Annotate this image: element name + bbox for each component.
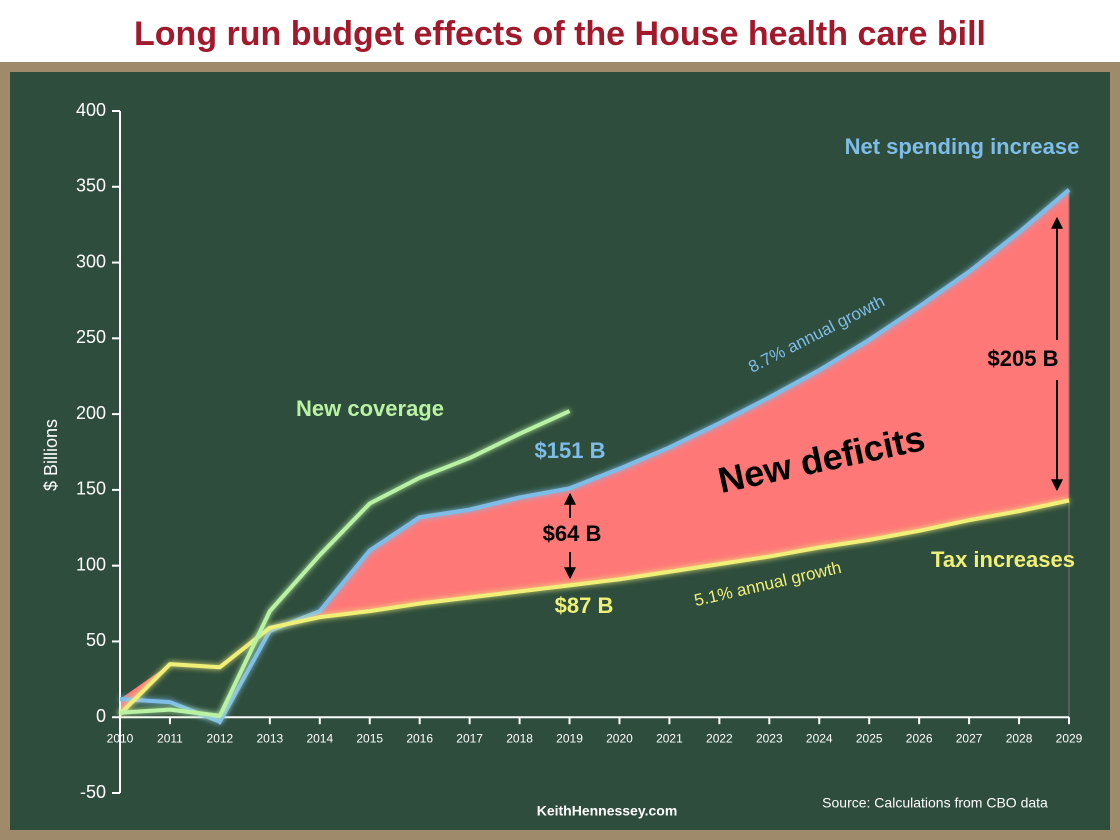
series-label: Net spending increase [845,134,1080,159]
x-tick-label: 2017 [456,731,483,745]
y-tick-label: 300 [76,251,106,271]
x-tick-label: 2022 [706,731,733,745]
credit: KeithHennessey.com [537,803,678,819]
x-tick-label: 2015 [356,731,383,745]
x-tick-label: 2021 [656,731,683,745]
y-tick-label: 400 [76,100,106,120]
x-tick-label: 2013 [256,731,283,745]
y-axis-label: $ Billions [41,419,61,491]
y-tick-label: 350 [76,176,106,196]
annotation: $64 B [543,521,602,546]
deficit-area [120,189,1069,715]
chart-title: Long run budget effects of the House hea… [134,15,986,53]
x-tick-label: 2014 [306,731,333,745]
x-tick-label: 2011 [157,731,183,745]
x-tick-label: 2024 [806,731,833,745]
source: Source: Calculations from CBO data [822,795,1048,811]
x-tick-label: 2012 [207,731,234,745]
y-tick-label: 150 [76,479,106,499]
annotation: $205 B [988,346,1059,371]
series-label: New coverage [296,396,444,421]
x-tick-label: 2027 [956,731,983,745]
x-tick-label: 2020 [606,731,633,745]
annotation: $87 B [555,593,614,618]
x-tick-label: 2025 [856,731,883,745]
y-tick-label: 100 [76,554,106,574]
x-tick-label: 2018 [506,731,533,745]
x-tick-label: 2028 [1006,731,1033,745]
y-tick-label: -50 [80,782,106,802]
x-tick-label: 2019 [556,731,583,745]
x-tick-label: 2026 [906,731,933,745]
y-tick-label: 50 [86,630,106,650]
plot: -50 0 50 100 150 200 250 300 350 400 2010 2011 2012 2… [76,100,1083,802]
x-tick-label: 2010 [107,731,134,745]
x-tick-label: 2016 [406,731,433,745]
series-line [118,498,1070,716]
y-tick-label: 0 [96,706,106,726]
annotation: $151 B [535,438,606,463]
y-tick-label: 250 [76,327,106,347]
x-tick-label: 2023 [756,731,783,745]
x-tick-label: 2029 [1056,731,1083,745]
y-tick-label: 200 [76,403,106,423]
series-label: Tax increases [931,547,1075,572]
series-line [119,409,571,718]
